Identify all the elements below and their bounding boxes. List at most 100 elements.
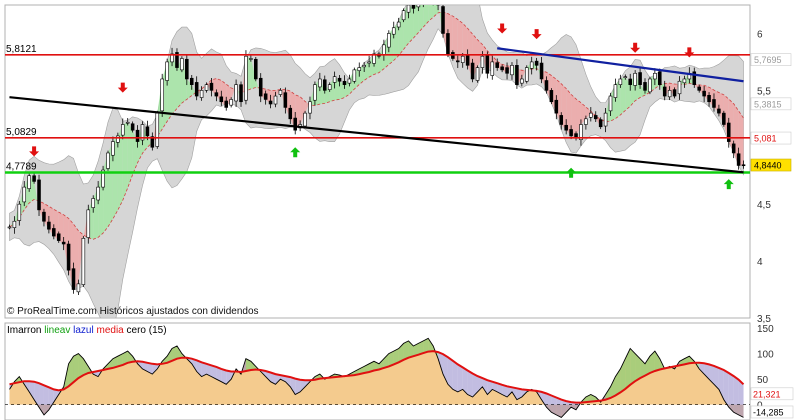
indicator-diff-fill <box>615 368 621 396</box>
candle-body <box>327 84 332 90</box>
candle-body <box>391 27 396 35</box>
watermark: © ProRealTime.com Históricos ajustados c… <box>7 306 259 317</box>
candle-body <box>273 95 278 105</box>
candle-body <box>140 124 145 141</box>
candle-body <box>559 115 564 125</box>
indicator-diff-fill <box>295 378 301 395</box>
candle-body <box>401 10 406 21</box>
candle-body <box>125 121 130 124</box>
level-labels: 5,8121 5,0829 4,7789 <box>6 44 37 173</box>
indicator-tag-box <box>750 387 794 401</box>
candle-body <box>717 108 721 114</box>
candle-body <box>313 84 317 101</box>
indicator-diff-fill <box>590 394 596 402</box>
candle-body <box>387 33 391 48</box>
indicator-diff-fill <box>78 353 84 379</box>
candle-body <box>52 228 56 237</box>
candle-body <box>406 5 411 13</box>
indicator-diff-fill <box>733 376 739 415</box>
indicator-diff-fill <box>699 362 705 375</box>
indicator-diff-fill <box>122 351 128 365</box>
candle-body <box>145 126 150 137</box>
indicator-diff-fill <box>369 361 375 373</box>
up-arrow-icon <box>723 179 734 190</box>
candle-body <box>337 77 342 82</box>
indicator-diff-fill <box>393 348 399 365</box>
candle-body <box>653 72 657 80</box>
trend-fill <box>620 76 626 115</box>
price-tag-label: 5,3815 <box>754 99 782 109</box>
indicator-tick-label: 150 <box>757 324 774 335</box>
legend-entry: lazul <box>70 325 93 336</box>
candle-body <box>564 124 568 131</box>
trend-fill <box>625 76 631 111</box>
candle-body <box>263 93 268 100</box>
trend-fill <box>423 5 429 28</box>
candle-body <box>367 61 371 64</box>
indicator-diff-fill <box>610 376 616 399</box>
candle-body <box>460 55 465 63</box>
candle-body <box>332 76 337 83</box>
indicator-diff-fill <box>285 376 291 387</box>
candle-body <box>382 44 386 56</box>
candle-body <box>61 241 66 245</box>
candle-body <box>741 164 746 167</box>
candle-body <box>697 86 701 91</box>
candle-body <box>303 112 307 127</box>
candle-body <box>347 78 352 84</box>
indicator-diff-fill <box>39 383 44 415</box>
candle-body <box>111 141 115 156</box>
candle-body <box>643 82 647 91</box>
indicator-diff-fill <box>497 383 503 395</box>
indicator-diff-fill <box>516 388 522 400</box>
trend-fill <box>117 124 123 211</box>
candle-body <box>505 67 509 74</box>
indicator-diff-fill <box>625 348 631 389</box>
indicator-diff-fill <box>428 338 434 352</box>
trend-fill <box>265 89 271 105</box>
candle-body <box>707 94 711 103</box>
candle-body <box>667 90 672 98</box>
candle-body <box>7 226 12 229</box>
candle-body <box>185 58 189 80</box>
candle-body <box>42 211 46 222</box>
candle-body <box>396 21 401 28</box>
trend-fill <box>566 88 572 136</box>
candle-body <box>456 60 460 63</box>
indicator-diff-fill <box>605 386 611 400</box>
price-tick-label: 4 <box>757 257 763 268</box>
trend-fill <box>576 98 581 139</box>
candle-body <box>593 115 598 120</box>
price-right-tags: 5,7695 5,3815 5,081 4,8440 <box>750 53 792 172</box>
candle-body <box>244 55 248 101</box>
price-tag-box <box>750 97 792 111</box>
trend-fill <box>172 53 177 115</box>
candle-body <box>465 55 470 66</box>
candle-body <box>623 76 628 79</box>
candle-body <box>268 100 273 105</box>
price-tick-label: 6 <box>757 29 763 40</box>
indicator-line <box>9 337 744 418</box>
trend-fill <box>571 94 577 139</box>
candle-body <box>672 89 677 97</box>
candle-body <box>589 112 593 118</box>
indicator-diff-fill <box>211 365 217 380</box>
legend-entry: cero <box>124 325 147 336</box>
down-arrow-icon <box>684 47 695 58</box>
candle-body <box>234 84 238 102</box>
candle-body <box>362 65 366 68</box>
candle-body <box>544 80 549 91</box>
indicator-diff-fill <box>29 381 35 400</box>
indicator-diff-fill <box>472 373 478 398</box>
indicator-diff-fill <box>566 401 572 413</box>
candle-body <box>416 5 421 8</box>
trendline <box>497 47 744 83</box>
trend-fill <box>408 5 414 44</box>
candle-body <box>658 71 662 85</box>
indicator-diff-fill <box>738 379 744 418</box>
trend-fill <box>452 16 458 62</box>
indicator-diff-fill <box>713 365 719 390</box>
down-arrow-icon <box>630 42 641 53</box>
down-arrow-icon <box>29 146 40 157</box>
candle-body <box>554 99 559 114</box>
